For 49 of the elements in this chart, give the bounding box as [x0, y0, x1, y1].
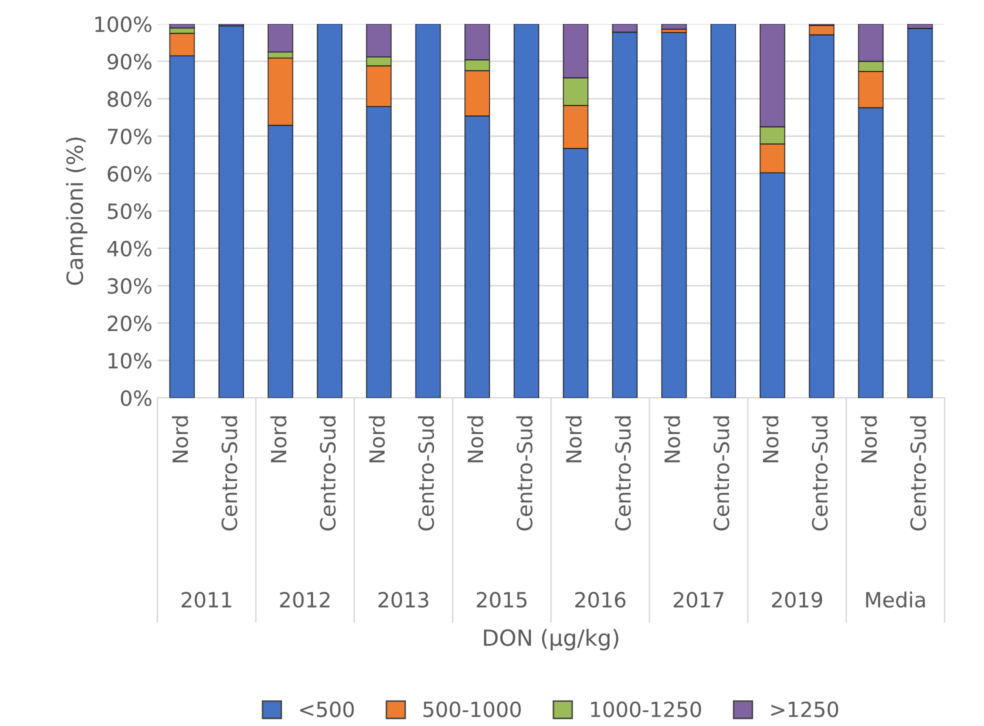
legend-label: <500 [300, 701, 354, 718]
y-axis-title: Campioni (%) [66, 138, 88, 285]
x-tick-label: Centro-Sud [320, 416, 336, 530]
y-tick-label: 60% [108, 166, 152, 182]
legend-label: 1000-1250 [591, 701, 701, 718]
bar [316, 24, 342, 398]
text: 2017 [674, 592, 724, 608]
text: 2019 [772, 592, 822, 608]
y-tick-label: 70% [108, 128, 152, 144]
y-tick-label: 20% [108, 316, 152, 332]
x-tick-label: Centro-Sud [614, 416, 631, 530]
x-tick-label: Nord [270, 416, 286, 462]
x-tick-label: Nord [762, 416, 778, 462]
y-tick-label: 30% [108, 278, 152, 294]
x-tick-label: Centro-Sud [418, 416, 434, 530]
legend-label: 500-1000 [423, 701, 521, 718]
x-tick-label: Centro-Sud [812, 416, 828, 530]
x-tick-label: Centro-Sud [713, 416, 730, 530]
x-tick-label: Nord [172, 416, 188, 462]
y-tick-label: 50% [108, 203, 152, 220]
x-tick-label: Nord [566, 416, 582, 462]
text: 2012 [280, 592, 330, 608]
bar [218, 25, 244, 398]
y-tick-label: 80% [108, 91, 152, 107]
x-tick-label: Centro-Sud [516, 416, 532, 530]
text: 2015 [476, 592, 527, 608]
y-tick-label: 100% [95, 16, 152, 32]
bar [415, 24, 441, 398]
text: 2011 [182, 592, 232, 608]
text: 2016 [575, 592, 626, 608]
x-tick-label: Nord [368, 416, 385, 462]
bar [661, 24, 687, 30]
x-tick-label: Centro-Sud [221, 416, 238, 530]
y-tick-label: 10% [108, 352, 152, 369]
text: 2013 [378, 592, 428, 608]
bar [514, 24, 540, 398]
bar [710, 24, 736, 398]
x-tick-label: Nord [467, 416, 484, 462]
y-tick-label: 40% [107, 240, 152, 257]
bar [907, 28, 933, 398]
legend-label: >1250 [771, 701, 838, 718]
x-tick-label: Centro-Sud [910, 416, 926, 530]
text: Media [866, 592, 925, 608]
y-tick-label: 90% [108, 54, 152, 70]
x-tick-label: Nord [664, 416, 680, 462]
bar [661, 32, 687, 398]
x-tick-label: Nord [860, 416, 877, 462]
y-tick-label: 0% [120, 390, 152, 406]
x-axis-title: DON (µg/kg) [484, 628, 618, 650]
